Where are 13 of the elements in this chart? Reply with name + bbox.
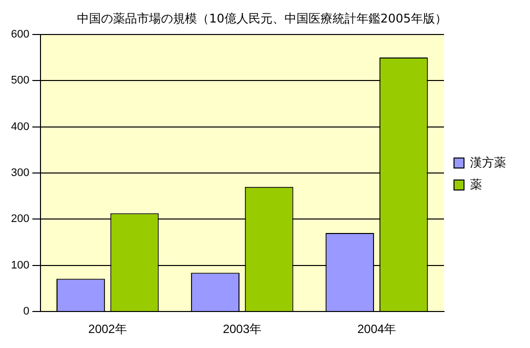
x-tick-label: 2002年	[88, 322, 127, 336]
x-tick-label: 2004年	[357, 322, 396, 336]
y-tick-label: 400	[10, 120, 30, 133]
legend-label: 薬	[470, 177, 482, 192]
y-tick-label: 200	[10, 213, 30, 226]
y-tick-label: 300	[10, 167, 30, 180]
y-tick-label: 100	[10, 259, 30, 272]
y-tick-label: 0	[23, 306, 30, 318]
legend-label: 漢方薬	[470, 155, 506, 170]
chart-title: 中国の薬品市場の規模（10億人民元、中国医療統計年鑑2005年版）	[77, 11, 447, 26]
x-tick-label: 2003年	[222, 322, 262, 336]
y-tick-label: 500	[10, 74, 30, 87]
y-tick-label: 600	[10, 28, 30, 40]
